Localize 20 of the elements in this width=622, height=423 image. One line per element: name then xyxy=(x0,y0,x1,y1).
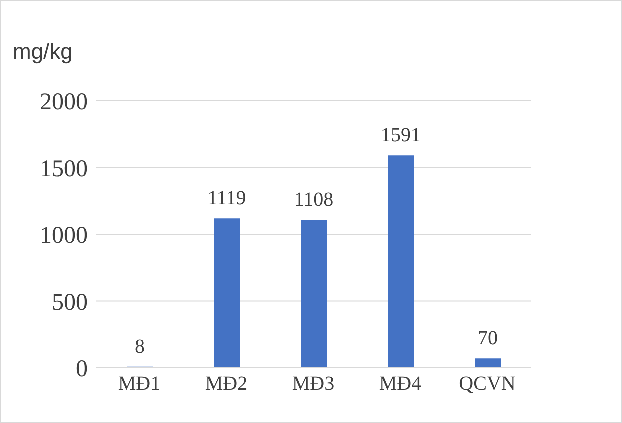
x-tick-label: QCVN xyxy=(459,373,516,396)
y-tick-label: 1000 xyxy=(40,223,88,250)
y-axis-title: mg/kg xyxy=(13,39,73,65)
y-tick-label: 0 xyxy=(76,356,88,383)
y-tick-label: 2000 xyxy=(40,90,88,116)
x-tick-label: MĐ4 xyxy=(379,373,422,396)
data-label: 1119 xyxy=(208,188,246,210)
data-label: 1591 xyxy=(381,124,421,147)
x-tick-label: MĐ2 xyxy=(205,373,248,396)
data-label: 70 xyxy=(478,328,498,350)
x-tick-label: MĐ3 xyxy=(292,373,335,396)
x-tick-label: MĐ1 xyxy=(118,373,161,396)
bar xyxy=(475,358,501,368)
data-label: 8 xyxy=(135,336,145,358)
bar xyxy=(214,218,240,368)
bar xyxy=(301,220,327,368)
data-label: 1108 xyxy=(294,189,334,212)
y-tick-label: 500 xyxy=(52,290,88,316)
bar xyxy=(388,156,414,368)
y-tick-label: 1500 xyxy=(40,156,88,182)
